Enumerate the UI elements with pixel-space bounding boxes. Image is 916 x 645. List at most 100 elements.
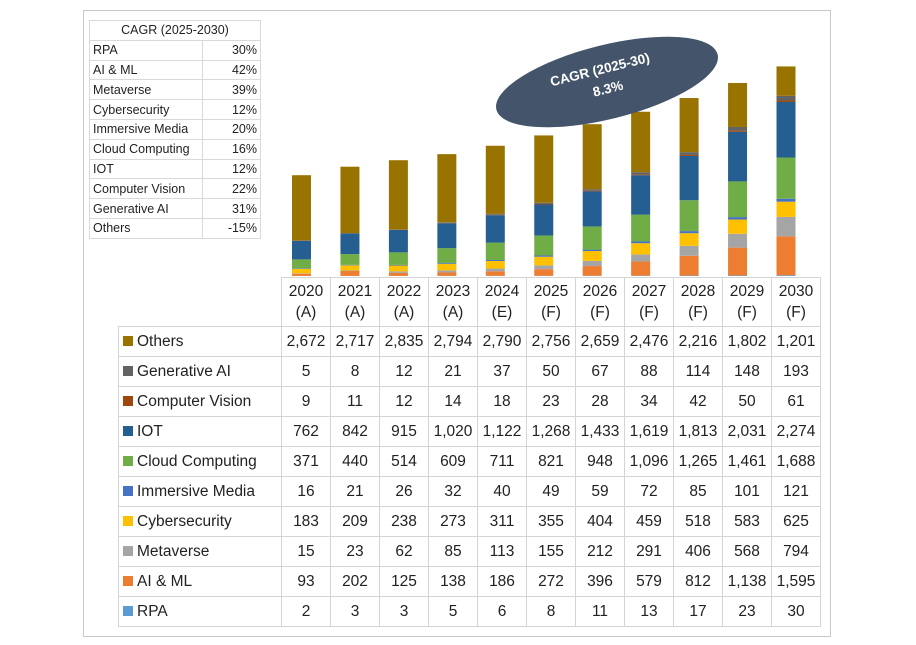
bar-segment [292, 259, 311, 269]
bar-segment [485, 268, 505, 272]
series-name: IOT [137, 422, 163, 440]
data-label: 711 [477, 446, 527, 477]
data-label: 1,138 [722, 566, 772, 597]
series-name: AI & ML [137, 572, 193, 590]
bar-segment [582, 251, 602, 261]
bar-segment [679, 154, 699, 156]
data-label: 2,835 [379, 326, 429, 357]
data-label: 583 [722, 506, 772, 537]
data-label: 5 [281, 356, 331, 387]
bar-segment [776, 66, 796, 96]
year-header: 2023 (A) [428, 277, 478, 327]
data-label: 3 [330, 596, 380, 627]
data-label: 2,274 [771, 416, 821, 447]
data-label: 12 [379, 386, 429, 417]
bar-segment [292, 240, 311, 260]
bar-segment [679, 155, 699, 201]
bar-segment [582, 124, 602, 190]
data-label: 12 [379, 356, 429, 387]
data-label: 26 [379, 476, 429, 507]
data-label: 794 [771, 536, 821, 567]
bar-segment [534, 255, 554, 257]
bar-segment [728, 130, 748, 132]
series-name: Computer Vision [137, 392, 252, 410]
bar-segment [534, 265, 554, 270]
data-label: 948 [575, 446, 625, 477]
data-label: 1,619 [624, 416, 674, 447]
year-label: 2025 [533, 283, 569, 300]
year-header-row: 2020 (A) 2021 (A) 2022 (A) 2023 (A) 2024 (E) 2025 (… [118, 277, 821, 327]
data-label: 67 [575, 356, 625, 387]
series-name: RPA [137, 602, 168, 620]
data-label: 1,265 [673, 446, 723, 477]
bar-segment [728, 275, 748, 276]
bar-segment [534, 202, 554, 204]
data-label: 85 [428, 536, 478, 567]
series-legend-cell: RPA [118, 596, 282, 627]
data-label: 209 [330, 506, 380, 537]
data-label: 37 [477, 356, 527, 387]
data-label: 1,688 [771, 446, 821, 477]
bar-segment [631, 172, 651, 175]
cagr-series-name: Generative AI [89, 198, 203, 219]
year-label: 2027 [631, 283, 667, 300]
data-label: 1,595 [771, 566, 821, 597]
bar-segment [631, 241, 651, 244]
callout-line2: 8.3% [591, 78, 624, 100]
year-status: (F) [541, 304, 561, 321]
bar-segment [728, 82, 748, 127]
data-label: 371 [281, 446, 331, 477]
data-label: 59 [575, 476, 625, 507]
cagr-row: Cybersecurity 12% [89, 99, 261, 120]
bar-segment [388, 230, 408, 253]
year-header: 2024 (E) [477, 277, 527, 327]
callout-ellipse [496, 36, 718, 128]
legend-swatch [123, 455, 133, 466]
bar-segment [534, 203, 554, 205]
data-label: 1,461 [722, 446, 772, 477]
year-status: (F) [590, 304, 610, 321]
year-label: 2024 [484, 283, 520, 300]
year-status: (A) [344, 304, 366, 321]
year-status: (F) [786, 304, 806, 321]
data-label: 1,813 [673, 416, 723, 447]
data-label: 193 [771, 356, 821, 387]
bar-segment [776, 157, 796, 199]
bar-segment [485, 259, 505, 261]
bar-segment [534, 269, 554, 276]
data-label: 11 [330, 386, 380, 417]
bar-segment [437, 262, 457, 264]
bar-segment [679, 98, 699, 153]
bar-segment [631, 175, 651, 215]
bar-segment [340, 270, 360, 271]
year-label: 2022 [386, 283, 422, 300]
bar-segment [776, 198, 796, 202]
bar-segment [437, 248, 457, 263]
year-label: 2023 [435, 283, 471, 300]
bar-segment [631, 174, 651, 176]
bar-segment [292, 175, 311, 241]
data-label: 202 [330, 566, 380, 597]
year-status: (A) [295, 304, 317, 321]
series-legend-cell: Cybersecurity [118, 506, 282, 537]
data-label: 101 [722, 476, 772, 507]
bar-segment [437, 263, 457, 271]
bar-segment [728, 247, 748, 276]
cagr-series-value: 42% [202, 59, 261, 81]
bar-segment [388, 271, 408, 273]
data-label: 915 [379, 416, 429, 447]
data-label: 3 [379, 596, 429, 627]
series-name: Metaverse [137, 542, 210, 560]
data-label: 396 [575, 566, 625, 597]
year-label: 2029 [729, 283, 765, 300]
bar-segment [485, 215, 505, 243]
year-status: (F) [639, 304, 659, 321]
bar-segment [437, 154, 457, 223]
series-row: Cybersecurity 183 209 238 273 311 355 404 459 518… [118, 506, 821, 537]
data-label: 762 [281, 416, 331, 447]
data-label: 1,433 [575, 416, 625, 447]
bar-segment [728, 126, 748, 131]
data-label: 13 [624, 596, 674, 627]
series-legend-cell: Computer Vision [118, 386, 282, 417]
